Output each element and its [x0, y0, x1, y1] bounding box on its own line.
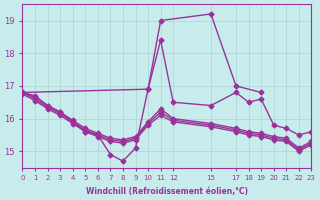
X-axis label: Windchill (Refroidissement éolien,°C): Windchill (Refroidissement éolien,°C) — [86, 187, 248, 196]
